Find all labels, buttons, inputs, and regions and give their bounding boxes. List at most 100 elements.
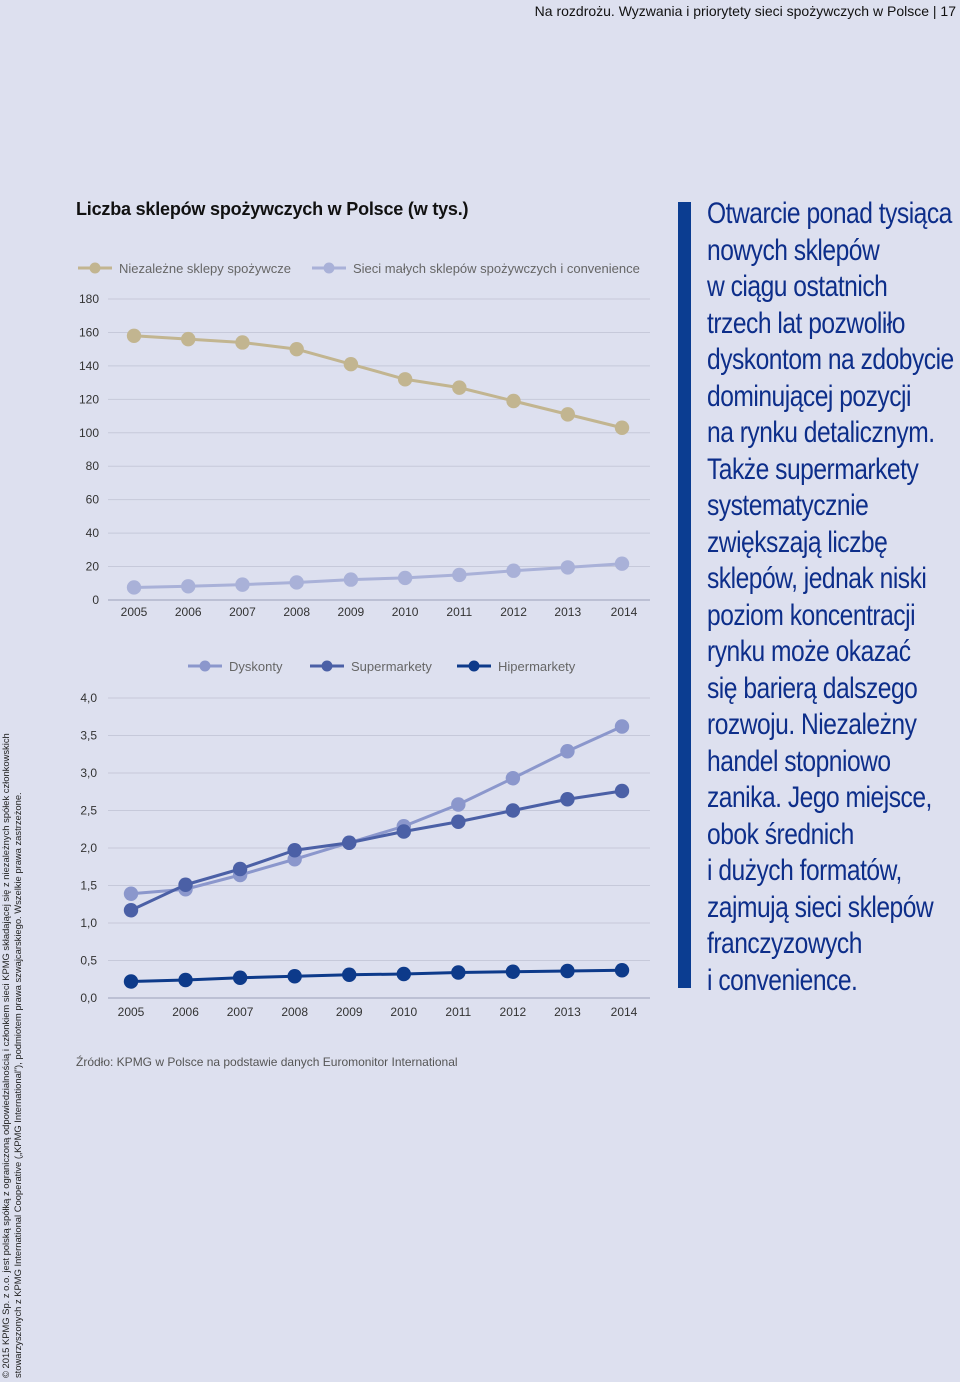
data-point (451, 797, 466, 812)
data-point (614, 420, 630, 435)
data-point (396, 824, 411, 839)
data-point (343, 572, 359, 587)
legend-swatch-dot (89, 262, 101, 274)
y-tick-label: 1,0 (80, 916, 97, 930)
x-tick-label: 2013 (554, 605, 581, 619)
y-tick-label: 1,5 (80, 879, 97, 893)
quote-line: dyskontom na zdobycie (707, 343, 954, 376)
series-line (130, 725, 623, 896)
legend-swatch-dot (323, 262, 335, 274)
data-point (123, 886, 139, 901)
y-tick-label: 120 (79, 392, 99, 406)
legend-label: Supermarkety (351, 659, 432, 674)
data-point (343, 357, 359, 372)
x-tick-label: 2014 (611, 1005, 638, 1019)
x-tick-label: 2008 (283, 605, 310, 619)
x-tick-label: 2011 (445, 1005, 471, 1019)
data-point (289, 575, 304, 590)
y-tick-label: 4,0 (80, 691, 97, 705)
data-point (232, 970, 248, 985)
y-tick-label: 40 (86, 526, 100, 540)
data-point (181, 331, 196, 347)
x-tick-label: 2012 (500, 1005, 527, 1019)
quote-line: obok średnich (707, 817, 854, 851)
y-tick-label: 3,0 (80, 766, 97, 780)
data-point (181, 579, 196, 594)
y-tick-label: 180 (79, 292, 99, 306)
quote-line: zanika. Jego miejsce, (707, 781, 932, 814)
quote-line: zajmują sieci sklepów (707, 890, 934, 924)
data-point (451, 814, 466, 829)
data-point (287, 843, 302, 858)
data-point (289, 341, 304, 357)
x-tick-label: 2011 (446, 605, 472, 619)
x-tick-label: 2008 (281, 1005, 308, 1019)
y-tick-label: 0,5 (80, 954, 97, 968)
data-point (452, 380, 467, 395)
data-point (505, 964, 521, 979)
quote-line: Także supermarkety (707, 452, 919, 486)
y-tick-label: 60 (86, 493, 100, 507)
data-point (126, 580, 142, 595)
legend-label: Sieci małych sklepów spożywczych i conve… (353, 261, 640, 276)
page-header: Na rozdrożu. Wyzwania i priorytety sieci… (534, 3, 956, 19)
quote-accent-bar (678, 202, 691, 988)
data-point (560, 792, 575, 807)
data-point (342, 967, 357, 982)
x-tick-label: 2005 (121, 605, 148, 619)
chart-1: 0 20 40 60 80 100 120 140 160 180 2005 2006 2007 2008… (78, 261, 650, 619)
x-tick-label: 2013 (554, 1005, 581, 1019)
legend-label: Niezależne sklepy spożywcze (119, 261, 291, 276)
y-tick-label: 2,5 (80, 804, 97, 818)
chart-2: 0,0 0,5 1,0 1,5 2,0 2,5 3,0 3,5 4,0 2005 2006 2007 2… (80, 659, 650, 1019)
legend-swatch-dot (199, 660, 211, 672)
quote-line: nowych sklepów (707, 233, 880, 267)
data-point (614, 783, 630, 799)
quote-line: w ciągu ostatnich (707, 270, 888, 303)
data-point (397, 372, 413, 387)
data-point (560, 963, 575, 979)
data-point (614, 963, 630, 978)
data-point (287, 969, 302, 984)
quote-line: franczyzowych (707, 927, 862, 960)
quote-line: i convenience. (707, 963, 858, 997)
quote-line: się barierą dalszego (707, 671, 918, 705)
series-line (130, 789, 623, 912)
quote-line: dominującej pozycji (707, 379, 911, 413)
quote-line: handel stopniowo (707, 744, 891, 778)
quote-line: systematycznie (707, 489, 869, 522)
series-line (130, 968, 623, 983)
y-tick-label: 0 (92, 593, 99, 607)
quote-line: poziom koncentracji (707, 598, 916, 632)
data-point (235, 335, 250, 350)
data-point (452, 567, 467, 583)
x-tick-label: 2010 (390, 1005, 417, 1019)
data-point (396, 966, 411, 982)
quote-line: trzech lat pozwoliło (707, 306, 905, 340)
quote-line: Otwarcie ponad tysiąca (707, 197, 952, 230)
data-point (560, 560, 575, 575)
data-point (506, 393, 521, 409)
data-point (505, 803, 521, 818)
x-tick-label: 2007 (227, 1005, 254, 1019)
x-tick-label: 2009 (338, 605, 365, 619)
data-point (505, 771, 521, 786)
y-tick-label: 2,0 (80, 841, 97, 855)
quote-line: rynku może okazać (707, 635, 911, 668)
legend-swatch-dot (321, 660, 333, 672)
data-point (126, 328, 142, 343)
data-point (123, 974, 139, 989)
y-tick-label: 100 (79, 426, 99, 440)
x-tick-label: 2006 (172, 1005, 199, 1019)
series-line (133, 334, 623, 430)
data-point (614, 556, 630, 571)
data-point (506, 563, 521, 578)
data-point (178, 877, 193, 892)
y-tick-label: 20 (86, 560, 100, 574)
quote-line: zwiększają liczbę (707, 525, 888, 559)
quote-line: rozwoju. Niezależny (707, 708, 917, 741)
y-tick-label: 80 (86, 459, 100, 473)
x-tick-label: 2012 (500, 605, 527, 619)
x-tick-label: 2005 (118, 1005, 145, 1019)
